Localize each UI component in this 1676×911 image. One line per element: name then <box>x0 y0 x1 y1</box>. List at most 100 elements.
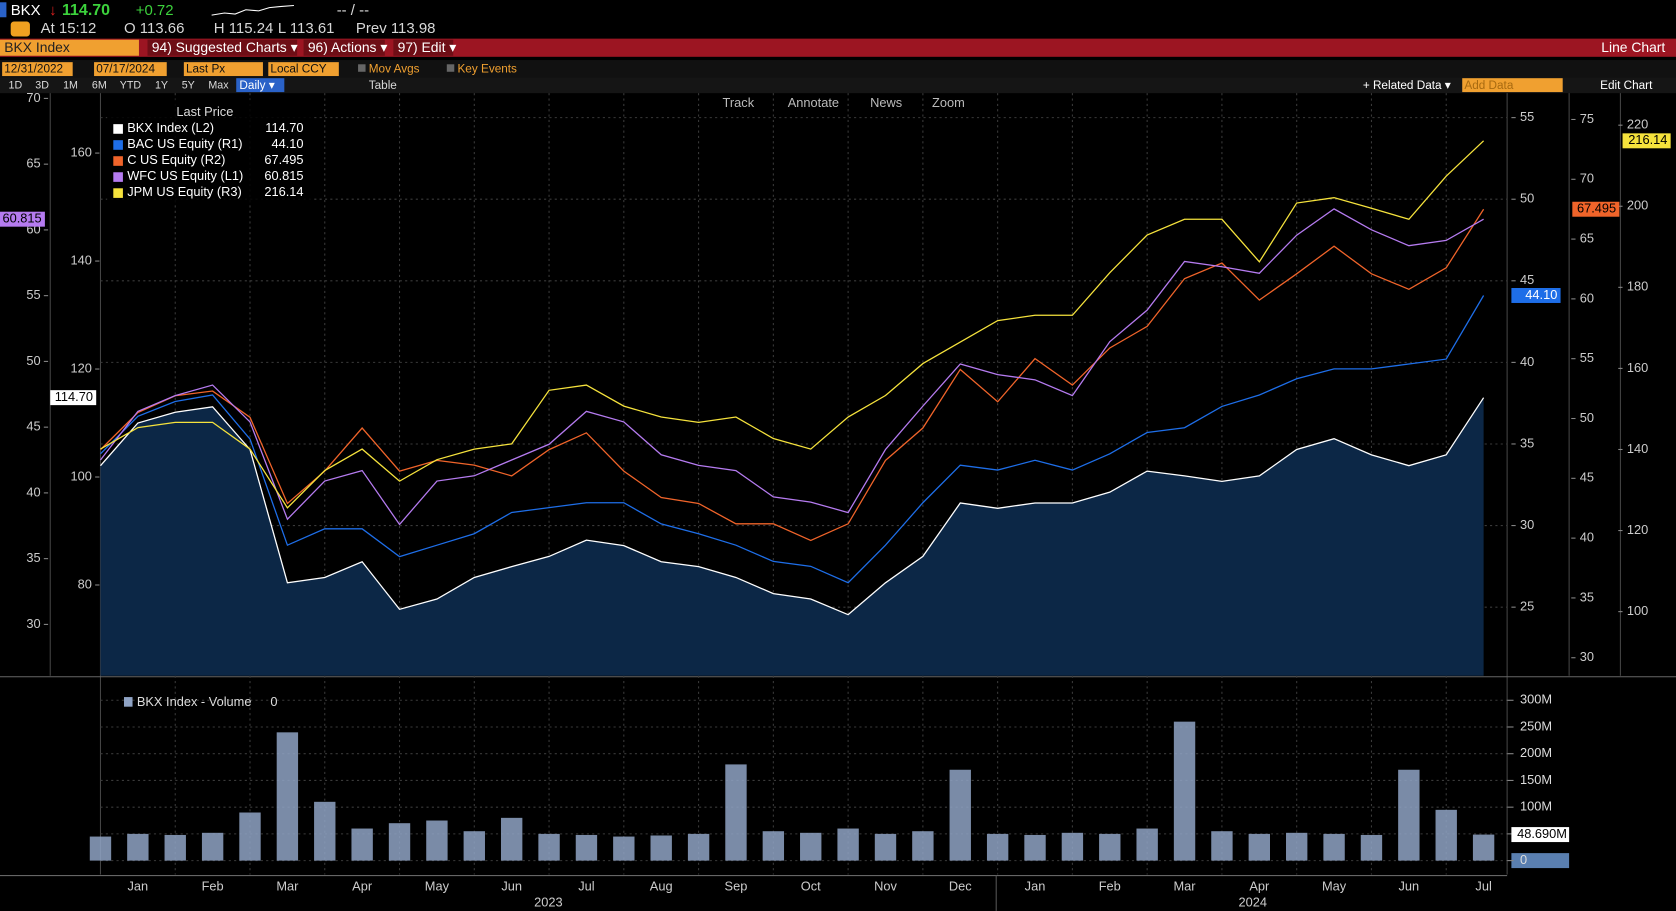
volume-bar <box>1061 832 1084 861</box>
menu-item[interactable]: 94) Suggested Charts ▾ <box>152 39 298 55</box>
period-button[interactable]: 1Y <box>155 79 168 91</box>
last-value-tag <box>1511 288 1561 303</box>
field[interactable]: Last Px <box>186 63 225 76</box>
volume-bar <box>949 769 971 861</box>
y-tick-label: 45 <box>26 419 40 434</box>
volume-bar <box>1472 834 1495 861</box>
volume-bar <box>127 833 149 861</box>
end-date[interactable]: 07/17/2024 <box>96 63 155 76</box>
y-tick-label: 160 <box>1627 360 1648 375</box>
legend-swatch <box>113 156 123 166</box>
period-button[interactable]: Max <box>208 79 229 91</box>
option[interactable]: Key Events <box>457 63 517 76</box>
period-button[interactable]: YTD <box>120 79 142 91</box>
period-button[interactable]: 1D <box>9 79 23 91</box>
menu-item-box[interactable] <box>303 39 385 56</box>
frequency-box[interactable] <box>236 78 285 93</box>
x-tick-label: Jun <box>501 879 522 894</box>
period-button[interactable]: 3D <box>35 79 49 91</box>
volume-bar <box>762 831 785 861</box>
legend-swatch <box>123 697 133 707</box>
x-tick-label: Jun <box>1399 879 1420 894</box>
field-box[interactable] <box>183 62 263 77</box>
toolbar-button[interactable]: Track <box>723 95 755 110</box>
y-tick-label: 50 <box>1580 410 1594 425</box>
volume-bar <box>613 836 635 861</box>
checkbox[interactable] <box>446 64 455 72</box>
start-box[interactable] <box>2 62 73 77</box>
volume-bar <box>575 834 598 861</box>
volume-bar <box>314 801 336 861</box>
change: +0.72 <box>136 2 174 19</box>
period-button[interactable]: 1M <box>63 79 78 91</box>
table-button[interactable]: Table <box>369 79 398 92</box>
toolbar-button[interactable]: News <box>870 95 902 110</box>
line <box>100 295 1485 584</box>
volume-bar <box>1398 769 1420 861</box>
x-tick-label: Feb <box>1099 879 1121 894</box>
y-tick-label: 140 <box>71 252 92 267</box>
frequency[interactable]: Daily ▾ <box>239 79 274 92</box>
related-data[interactable]: + Related Data ▾ <box>1363 79 1451 92</box>
menu-item-box[interactable] <box>393 39 454 56</box>
legend-name: BKX Index (L2) <box>127 120 214 135</box>
y-tick-label: 70 <box>26 90 40 105</box>
option[interactable]: Mov Avgs <box>369 63 420 76</box>
y-tick-label: 65 <box>26 156 40 171</box>
start-date[interactable]: 12/31/2022 <box>4 63 63 76</box>
menu-item-box[interactable] <box>147 39 298 56</box>
y-tick-label: 40 <box>1520 354 1534 369</box>
volume-legend: BKX Index - Volume <box>137 694 252 709</box>
menu-item[interactable]: 97) Edit ▾ <box>398 39 457 55</box>
zero-tag <box>1511 853 1570 869</box>
last-value-label: 44.10 <box>1525 287 1557 302</box>
edit-chart[interactable]: Edit Chart <box>1600 79 1653 92</box>
volume-bar <box>276 732 299 861</box>
x-tick-label: Apr <box>1249 879 1270 894</box>
volume-bar <box>388 823 411 861</box>
checkbox[interactable] <box>358 64 366 72</box>
volume-bar <box>1286 832 1308 861</box>
volume-bar <box>837 828 859 861</box>
volume-bar <box>1248 833 1270 861</box>
y-tick-label: 220 <box>1627 117 1648 132</box>
volume-bar <box>1099 833 1121 861</box>
currency-box[interactable] <box>268 62 339 77</box>
legend-swatch <box>113 140 123 150</box>
security[interactable]: BKX Index <box>4 39 70 55</box>
add-data[interactable]: Add Data <box>1464 79 1513 92</box>
volume-bar <box>351 828 373 861</box>
add-data-box[interactable] <box>1462 78 1563 93</box>
volume-bar <box>201 832 224 861</box>
volume-bar <box>1211 831 1233 861</box>
last-value-label: 60.815 <box>2 211 41 226</box>
last-value-label: 216.14 <box>1628 132 1667 147</box>
volume-bar <box>500 817 523 861</box>
menu-item[interactable]: 96) Actions ▾ <box>308 39 387 55</box>
x-tick-label: May <box>425 879 450 894</box>
prev: Prev 113.98 <box>356 20 436 37</box>
last-value-tag <box>1572 201 1620 217</box>
volume-bar <box>1173 721 1196 861</box>
toolbar-button[interactable]: Zoom <box>932 95 965 110</box>
volume-bar <box>1435 809 1457 861</box>
toolbar-button[interactable]: Annotate <box>788 95 839 110</box>
period-button[interactable]: 6M <box>92 79 107 91</box>
y-tick-label: 55 <box>1580 350 1594 365</box>
x-tick-label: Jul <box>578 879 594 894</box>
legend-value: 60.815 <box>264 168 303 183</box>
y-tick-label: 50 <box>26 353 40 368</box>
security-box[interactable] <box>0 39 139 56</box>
last-value-tag <box>1622 133 1671 149</box>
y-tick-label: 65 <box>1580 230 1594 245</box>
down-arrow: ↓ <box>49 2 56 19</box>
area <box>100 397 1484 676</box>
legend-value: 44.10 <box>271 136 303 151</box>
end-box[interactable] <box>94 62 167 77</box>
line <box>99 208 1484 526</box>
x-tick-label: Nov <box>874 879 897 894</box>
period-button[interactable]: 5Y <box>182 79 195 91</box>
currency[interactable]: Local CCY <box>270 63 326 76</box>
y-tick-label: 35 <box>1580 589 1594 604</box>
